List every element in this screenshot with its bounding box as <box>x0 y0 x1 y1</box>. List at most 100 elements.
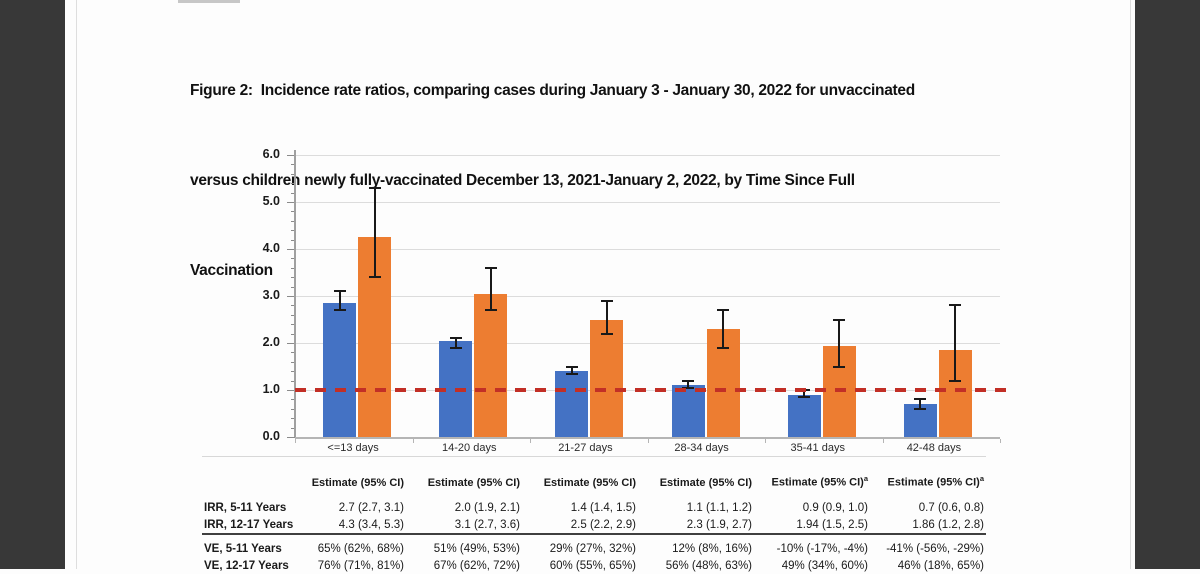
estimate-cell: 2.5 (2.2, 2.9) <box>570 518 636 531</box>
error-bar-cap-bottom <box>449 346 462 349</box>
estimate-cell: 0.9 (0.9, 1.0) <box>802 501 868 514</box>
figure-title-line-2: versus children newly fully-vaccinated D… <box>190 172 855 189</box>
left-dark-border <box>0 0 65 569</box>
estimate-cell: 2.0 (1.9, 2.1) <box>454 501 520 514</box>
error-bar-cap-bottom <box>368 276 381 279</box>
row-label: VE, 5-11 Years <box>204 542 282 555</box>
estimate-cell: 49% (34%, 60%) <box>781 559 868 572</box>
table-row-ve-5-11-years: VE, 5-11 Years 65% (62%, 68%) 51% (49%, 53… <box>202 540 986 557</box>
column-header-estimate-ci: Estimate (95% CI) <box>659 477 752 489</box>
error-bar-cap-bottom <box>682 386 695 389</box>
error-bar-cap-bottom <box>717 346 730 349</box>
x-axis-category-label: 21-27 days <box>558 442 613 454</box>
y-minor-tick <box>291 361 295 363</box>
error-bar-cap-bottom <box>949 379 962 382</box>
error-bar-cap-top <box>484 266 497 269</box>
error-bar <box>605 300 608 334</box>
error-bar-cap-bottom <box>600 332 613 335</box>
column-header-estimate-ci: Estimate (95% CI) <box>543 477 636 489</box>
estimate-cell: 1.4 (1.4, 1.5) <box>570 501 636 514</box>
table-row-irr-12-17-years: IRR, 12-17 Years 4.3 (3.4, 5.3) 3.1 (2.7, … <box>202 516 986 535</box>
figure-title-line-1: Figure 2: Incidence rate ratios, compari… <box>190 82 915 99</box>
error-bar-cap-top <box>914 398 927 401</box>
y-major-tick <box>287 437 295 438</box>
estimate-cell: 56% (48%, 63%) <box>665 559 752 572</box>
y-major-tick <box>287 155 295 156</box>
error-bar <box>489 267 492 311</box>
y-axis-tick-label: 2.0 <box>262 335 280 349</box>
error-bar <box>919 399 922 409</box>
estimate-cell: 3.1 (2.7, 3.6) <box>454 518 520 531</box>
estimate-cell: 29% (27%, 32%) <box>549 542 636 555</box>
error-bar-cap-top <box>717 309 730 312</box>
y-gridline <box>295 155 1000 156</box>
y-minor-tick <box>291 427 295 429</box>
figure-title: Figure 2: Incidence rate ratios, compari… <box>190 16 1030 316</box>
x-axis-category-label: 14-20 days <box>442 442 497 454</box>
y-minor-tick <box>291 286 295 288</box>
error-bar <box>373 187 376 278</box>
estimate-cell: 1.94 (1.5, 2.5) <box>796 518 868 531</box>
column-header-estimate-ci: Estimate (95% CI) <box>311 477 404 489</box>
x-axis-line <box>295 437 1000 439</box>
y-axis-tick-label: 5.0 <box>262 194 280 208</box>
estimate-cell: 1.86 (1.2, 2.8) <box>912 518 984 531</box>
y-gridline <box>295 202 1000 203</box>
error-bar <box>838 319 841 367</box>
estimate-cell: 65% (62%, 68%) <box>317 542 404 555</box>
table-row-irr-5-11-years: IRR, 5-11 Years 2.7 (2.7, 3.1) 2.0 (1.9, 2… <box>202 499 986 516</box>
reference-line-irr-1 <box>295 388 1008 392</box>
error-bar <box>338 291 341 311</box>
y-minor-tick <box>291 183 295 185</box>
y-minor-tick <box>291 277 295 279</box>
error-bar-cap-bottom <box>565 372 578 375</box>
x-boundary-tick <box>882 439 884 443</box>
y-minor-tick <box>291 371 295 373</box>
error-bar-cap-bottom <box>484 309 497 312</box>
error-bar-cap-top <box>833 318 846 321</box>
x-boundary-tick <box>647 439 649 443</box>
error-bar-cap-top <box>600 299 613 302</box>
error-bar-cap-top <box>368 186 381 189</box>
y-axis-line <box>294 150 296 437</box>
table-row-ve-12-17-years: VE, 12-17 Years 76% (71%, 81%) 67% (62%, 7… <box>202 557 986 574</box>
y-major-tick <box>287 343 295 344</box>
y-axis-tick-label: 1.0 <box>262 382 280 396</box>
bar-irr-5-11-years <box>787 394 821 437</box>
estimate-cell: 2.3 (1.9, 2.7) <box>686 518 752 531</box>
error-bar <box>954 305 957 381</box>
column-header-estimate-ci: Estimate (95% CI)a <box>887 474 984 489</box>
y-axis-tick-label: 4.0 <box>262 241 280 255</box>
figure-title-line-3: Vaccination <box>190 262 273 279</box>
error-bar-cap-top <box>565 365 578 368</box>
scan-artifact <box>178 0 240 3</box>
error-bar-cap-top <box>449 337 462 340</box>
row-label: VE, 12-17 Years <box>204 559 289 572</box>
y-minor-tick <box>291 173 295 175</box>
estimate-cell: 1.1 (1.1, 1.2) <box>686 501 752 514</box>
error-bar-cap-bottom <box>333 309 346 312</box>
error-bar <box>803 390 806 398</box>
y-minor-tick <box>291 164 295 166</box>
x-axis-category-label: <=13 days <box>327 442 379 454</box>
y-gridline <box>295 343 1000 344</box>
x-boundary-tick <box>295 439 296 443</box>
estimate-cell: 46% (18%, 65%) <box>897 559 984 572</box>
x-boundary-tick <box>1000 439 1001 443</box>
y-axis-tick-label: 6.0 <box>262 147 280 161</box>
row-label: IRR, 12-17 Years <box>204 518 294 531</box>
column-header-estimate-ci: Estimate (95% CI)a <box>771 474 868 489</box>
x-boundary-tick <box>412 439 414 443</box>
column-header-estimate-ci: Estimate (95% CI) <box>427 477 520 489</box>
estimate-cell: 0.7 (0.6, 0.8) <box>918 501 984 514</box>
y-minor-tick <box>291 192 295 194</box>
y-major-tick <box>287 390 295 391</box>
y-minor-tick <box>291 220 295 222</box>
error-bar <box>687 380 690 388</box>
error-bar <box>570 366 573 374</box>
error-bar-cap-bottom <box>914 407 927 410</box>
y-minor-tick <box>291 230 295 232</box>
page-right-edge <box>1130 0 1131 569</box>
x-axis-category-label: 28-34 days <box>674 442 729 454</box>
